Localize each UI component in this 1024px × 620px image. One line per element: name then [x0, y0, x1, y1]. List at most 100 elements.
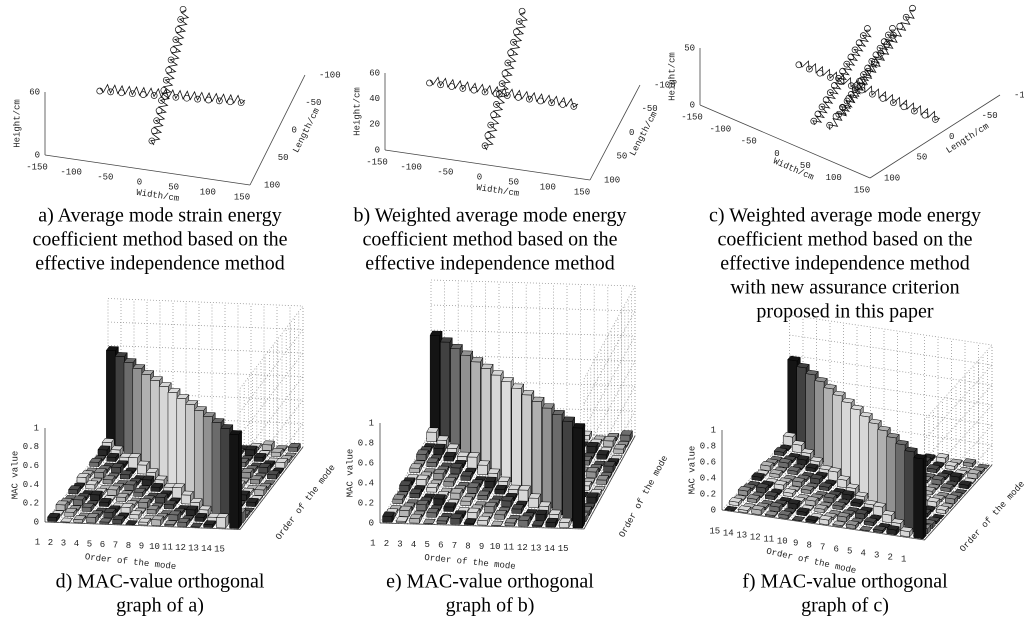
grid-line: [108, 322, 303, 330]
tick-label: 100: [604, 175, 620, 185]
sensor-point: [485, 132, 491, 138]
bar: [573, 428, 583, 528]
bar: [393, 495, 405, 500]
caption: a) Average mode strain energy: [38, 205, 282, 227]
grid-line: [925, 385, 993, 460]
bar: [186, 510, 195, 516]
caption: coefficient method based on the: [32, 229, 287, 251]
sensor-point: [175, 27, 181, 33]
sensor-point: [880, 95, 886, 101]
sensor-point: [129, 91, 135, 97]
sensor-point: [488, 122, 494, 128]
bar: [614, 449, 624, 454]
tick-label: 0: [292, 125, 297, 135]
bar: [587, 442, 599, 447]
bar: [905, 451, 914, 532]
bar: [103, 480, 112, 485]
sensor-point: [502, 70, 508, 76]
grid-line: [925, 345, 993, 420]
bar: [519, 520, 529, 526]
sensor-point: [897, 23, 903, 29]
tick-label: -50: [97, 172, 113, 182]
bar: [532, 397, 544, 402]
tick-label: 0: [477, 172, 482, 182]
tick-label: 5: [87, 540, 92, 550]
tick-label: 1: [35, 538, 40, 548]
tick-label: 4: [861, 548, 866, 558]
bar: [73, 500, 82, 506]
sensor-point: [206, 97, 212, 103]
grid-line: [108, 299, 303, 307]
bar: [150, 380, 159, 474]
sensor-point: [516, 19, 522, 25]
bar: [614, 444, 626, 449]
bar: [107, 457, 116, 462]
tick-label: 0: [137, 177, 142, 187]
grid-line: [431, 330, 635, 336]
sensor-point: [460, 85, 466, 91]
tick-label: 50: [508, 177, 519, 187]
sensor-point: [890, 100, 896, 106]
bar: [478, 495, 488, 500]
bar: [522, 390, 534, 395]
bar: [417, 475, 429, 480]
bar: [468, 457, 478, 468]
tick-label: 1: [34, 423, 39, 433]
bar: [553, 415, 563, 515]
sensor-point: [806, 66, 812, 72]
bar: [495, 485, 507, 490]
bar: [481, 368, 491, 468]
tick-label: 0: [35, 150, 40, 160]
sensor-point: [482, 89, 488, 95]
bar: [427, 508, 439, 513]
bar: [152, 520, 161, 526]
bar: [113, 520, 122, 525]
bar: [783, 436, 792, 446]
page: 600-150-100-50050100150-100-50050100Heig…: [0, 0, 1024, 620]
axis-label: Height/cm: [12, 99, 22, 148]
tick-label: 6: [834, 544, 839, 554]
tick-label: 0.8: [700, 441, 716, 451]
tick-label: 3: [61, 539, 66, 549]
grid-line: [431, 280, 635, 286]
tick-label: 13: [736, 530, 747, 540]
bar: [725, 506, 738, 511]
bar: [587, 497, 597, 503]
tick-label: 100: [540, 182, 556, 192]
bar: [230, 434, 239, 528]
bar: [587, 467, 599, 472]
bar: [276, 462, 285, 468]
bar: [512, 384, 524, 389]
tick-label: 100: [264, 180, 280, 190]
tick-label: 150: [234, 192, 250, 202]
caption: effective independence method: [720, 253, 970, 275]
bar: [115, 356, 124, 450]
grid-line: [925, 365, 993, 440]
bar: [878, 430, 887, 511]
bar: [485, 507, 495, 513]
bar: [461, 476, 471, 481]
tick-label: 0.6: [358, 458, 374, 468]
bar: [142, 374, 151, 468]
bar: [434, 444, 446, 449]
bar: [427, 487, 437, 492]
bar: [427, 458, 439, 463]
tick-label: 8: [807, 540, 812, 550]
bar: [546, 522, 556, 527]
bar: [505, 523, 515, 526]
tick-label: 50: [617, 152, 628, 162]
bar: [468, 508, 480, 513]
bar: [451, 493, 461, 499]
bar: [546, 518, 558, 523]
tick-label: -150: [26, 162, 48, 172]
tick-label: 100: [200, 187, 216, 197]
bar: [464, 519, 476, 524]
bar: [553, 410, 565, 415]
tick-label: 2: [888, 552, 893, 562]
bar: [90, 495, 99, 501]
tick-label: 100: [826, 173, 842, 183]
bar: [444, 507, 454, 512]
bar: [48, 517, 57, 522]
bar: [396, 517, 408, 522]
bar: [116, 497, 125, 502]
